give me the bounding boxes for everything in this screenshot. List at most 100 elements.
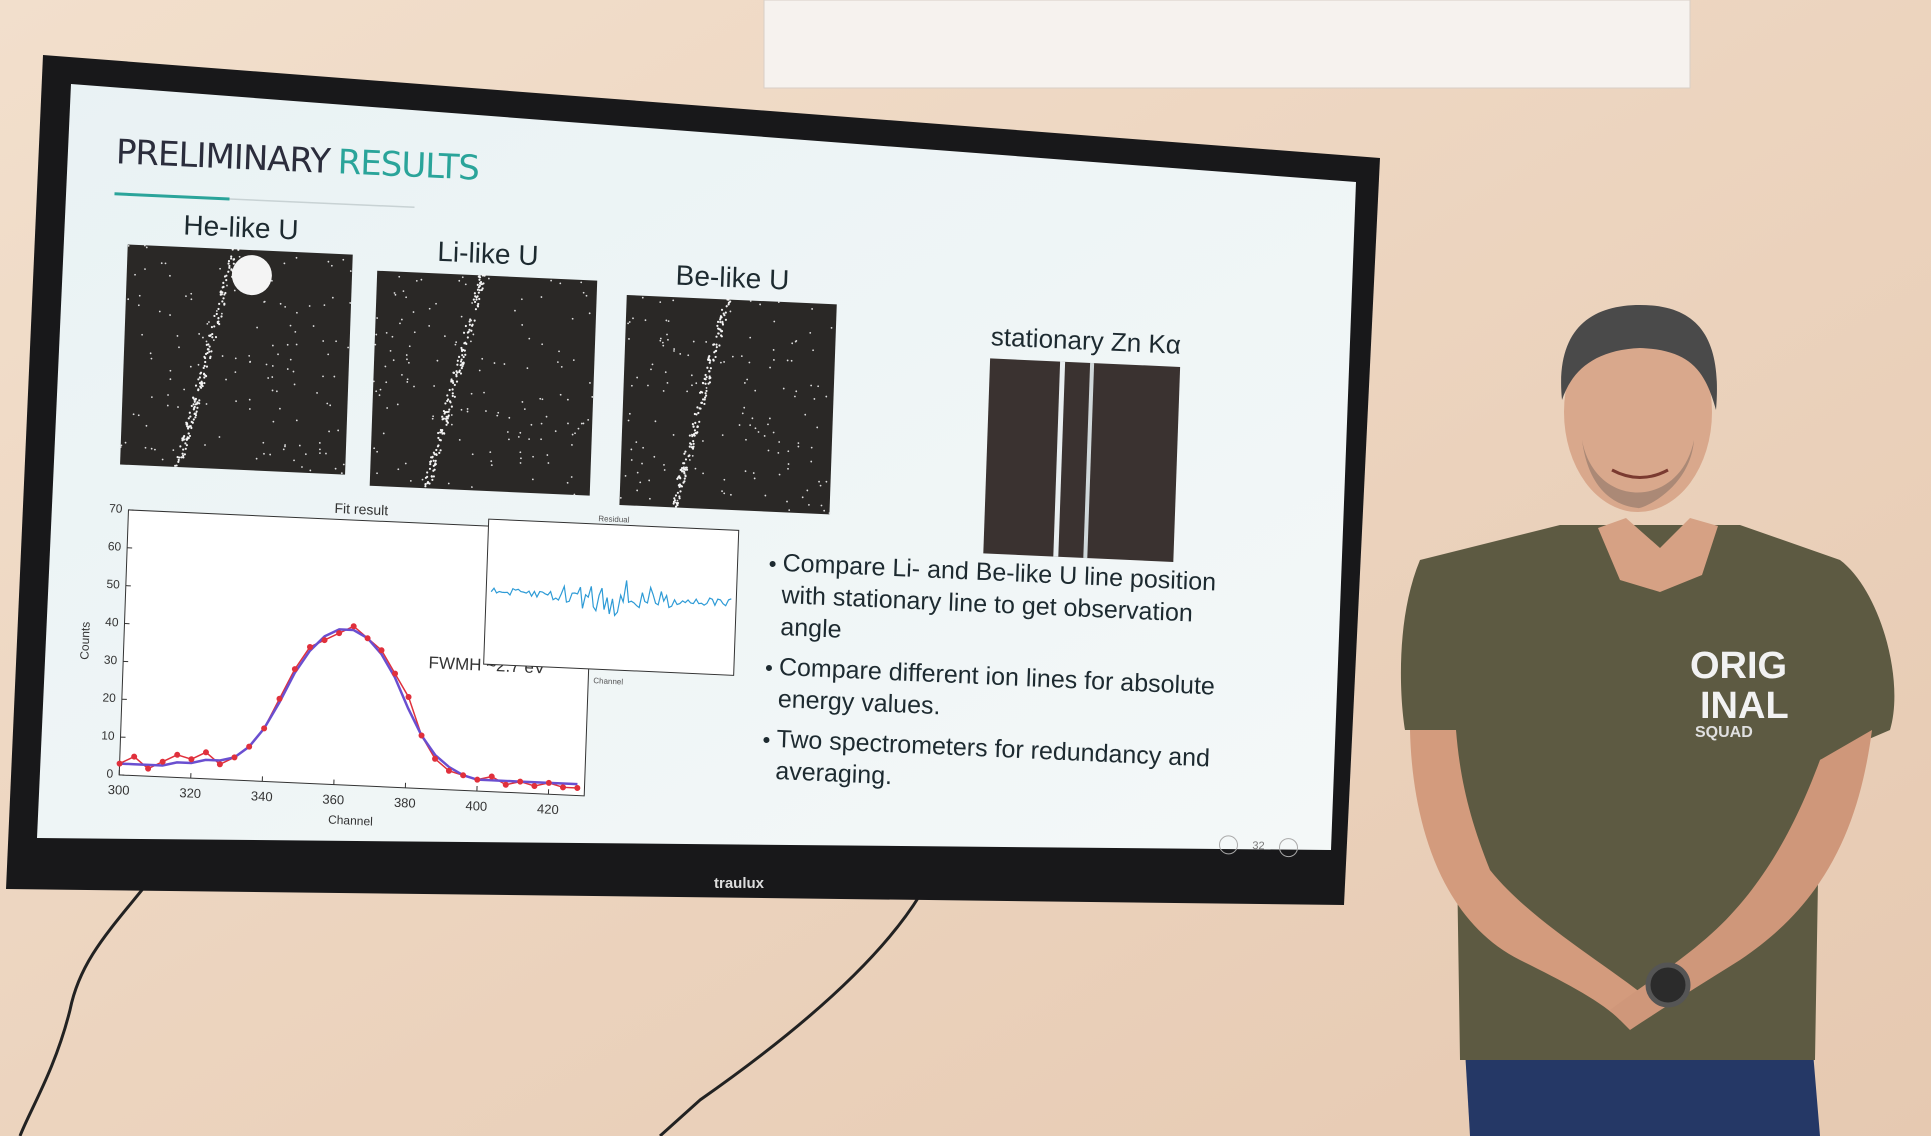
noise bbox=[271, 376, 274, 378]
noise bbox=[748, 361, 751, 364]
line-hit bbox=[477, 291, 480, 294]
line-hit bbox=[475, 298, 478, 301]
line-hit bbox=[672, 500, 676, 503]
noise bbox=[454, 343, 457, 346]
line-hit bbox=[222, 297, 225, 300]
noise bbox=[144, 268, 146, 271]
line-hit bbox=[223, 303, 226, 306]
line-hit bbox=[682, 467, 686, 471]
noise bbox=[540, 296, 543, 298]
line-hit bbox=[213, 325, 216, 328]
line-hit bbox=[203, 376, 206, 379]
noise bbox=[630, 459, 633, 461]
line-hit bbox=[193, 405, 196, 408]
noise bbox=[648, 497, 651, 500]
next-button[interactable] bbox=[1278, 838, 1299, 858]
noise bbox=[221, 355, 224, 357]
noise bbox=[127, 298, 130, 301]
noise bbox=[571, 433, 574, 436]
noise bbox=[754, 427, 757, 430]
line-hit bbox=[194, 384, 198, 387]
noise bbox=[406, 378, 409, 381]
noise bbox=[409, 479, 412, 482]
line-hit bbox=[688, 445, 691, 448]
noise bbox=[788, 509, 791, 512]
line-hit bbox=[475, 296, 478, 299]
line-hit bbox=[203, 364, 206, 368]
line-hit bbox=[692, 425, 695, 428]
line-hit bbox=[181, 439, 184, 442]
line-hit bbox=[230, 255, 233, 258]
line-hit bbox=[205, 343, 208, 346]
x-tick-label: 320 bbox=[179, 785, 201, 801]
line-hit bbox=[448, 388, 451, 392]
noise bbox=[460, 315, 463, 318]
noise bbox=[790, 359, 793, 362]
line-hit bbox=[704, 382, 707, 385]
prev-button[interactable] bbox=[1218, 835, 1239, 855]
noise bbox=[663, 463, 665, 466]
line-hit bbox=[462, 361, 465, 364]
noise bbox=[249, 360, 252, 363]
noise bbox=[190, 298, 193, 301]
line-hit bbox=[227, 262, 230, 265]
line-hit bbox=[196, 406, 199, 409]
line-hit bbox=[198, 376, 202, 379]
noise bbox=[723, 492, 726, 495]
noise bbox=[342, 463, 345, 466]
noise bbox=[376, 472, 378, 475]
line-hit bbox=[705, 375, 708, 379]
x-axis-label: Channel bbox=[328, 813, 373, 829]
noise bbox=[665, 319, 668, 322]
noise bbox=[664, 371, 667, 374]
line-hit bbox=[188, 434, 192, 438]
line-hit bbox=[177, 460, 180, 463]
line-hit bbox=[225, 278, 228, 282]
line-hit bbox=[198, 399, 201, 402]
line-hit bbox=[473, 292, 476, 295]
noise bbox=[554, 430, 557, 433]
y-tick-label: 0 bbox=[106, 767, 113, 781]
data-point bbox=[261, 725, 268, 732]
noise bbox=[628, 338, 630, 340]
noise bbox=[282, 448, 285, 451]
line-hit bbox=[463, 342, 466, 345]
noise bbox=[269, 453, 272, 456]
noise bbox=[226, 284, 228, 287]
noise bbox=[662, 390, 665, 392]
noise bbox=[294, 330, 297, 333]
noise bbox=[421, 478, 424, 481]
line-hit bbox=[683, 480, 686, 483]
line-hit bbox=[217, 307, 220, 311]
data-point bbox=[131, 753, 138, 760]
line-hit bbox=[699, 407, 702, 410]
line-hit bbox=[680, 468, 683, 471]
noise bbox=[177, 406, 179, 408]
noise bbox=[571, 444, 573, 446]
left-arm bbox=[1410, 730, 1650, 1020]
noise bbox=[460, 408, 463, 411]
line-hit bbox=[204, 356, 207, 360]
noise bbox=[158, 310, 161, 313]
line-hit bbox=[431, 478, 434, 481]
line-hit bbox=[480, 288, 483, 292]
line-hit bbox=[221, 300, 224, 303]
noise bbox=[293, 383, 296, 386]
line-hit bbox=[228, 266, 231, 269]
line-hit bbox=[190, 426, 193, 430]
line-hit bbox=[194, 414, 198, 417]
line-hit bbox=[716, 324, 719, 327]
line-hit bbox=[204, 360, 207, 364]
line-hit bbox=[208, 345, 211, 348]
noise bbox=[326, 402, 329, 405]
noise bbox=[342, 258, 345, 261]
zn-line bbox=[1053, 361, 1066, 557]
glare bbox=[231, 255, 272, 296]
noise bbox=[743, 406, 746, 409]
data-point bbox=[364, 635, 371, 642]
line-hit bbox=[199, 371, 203, 374]
noise bbox=[378, 394, 381, 397]
noise bbox=[478, 369, 481, 372]
noise bbox=[769, 366, 771, 369]
